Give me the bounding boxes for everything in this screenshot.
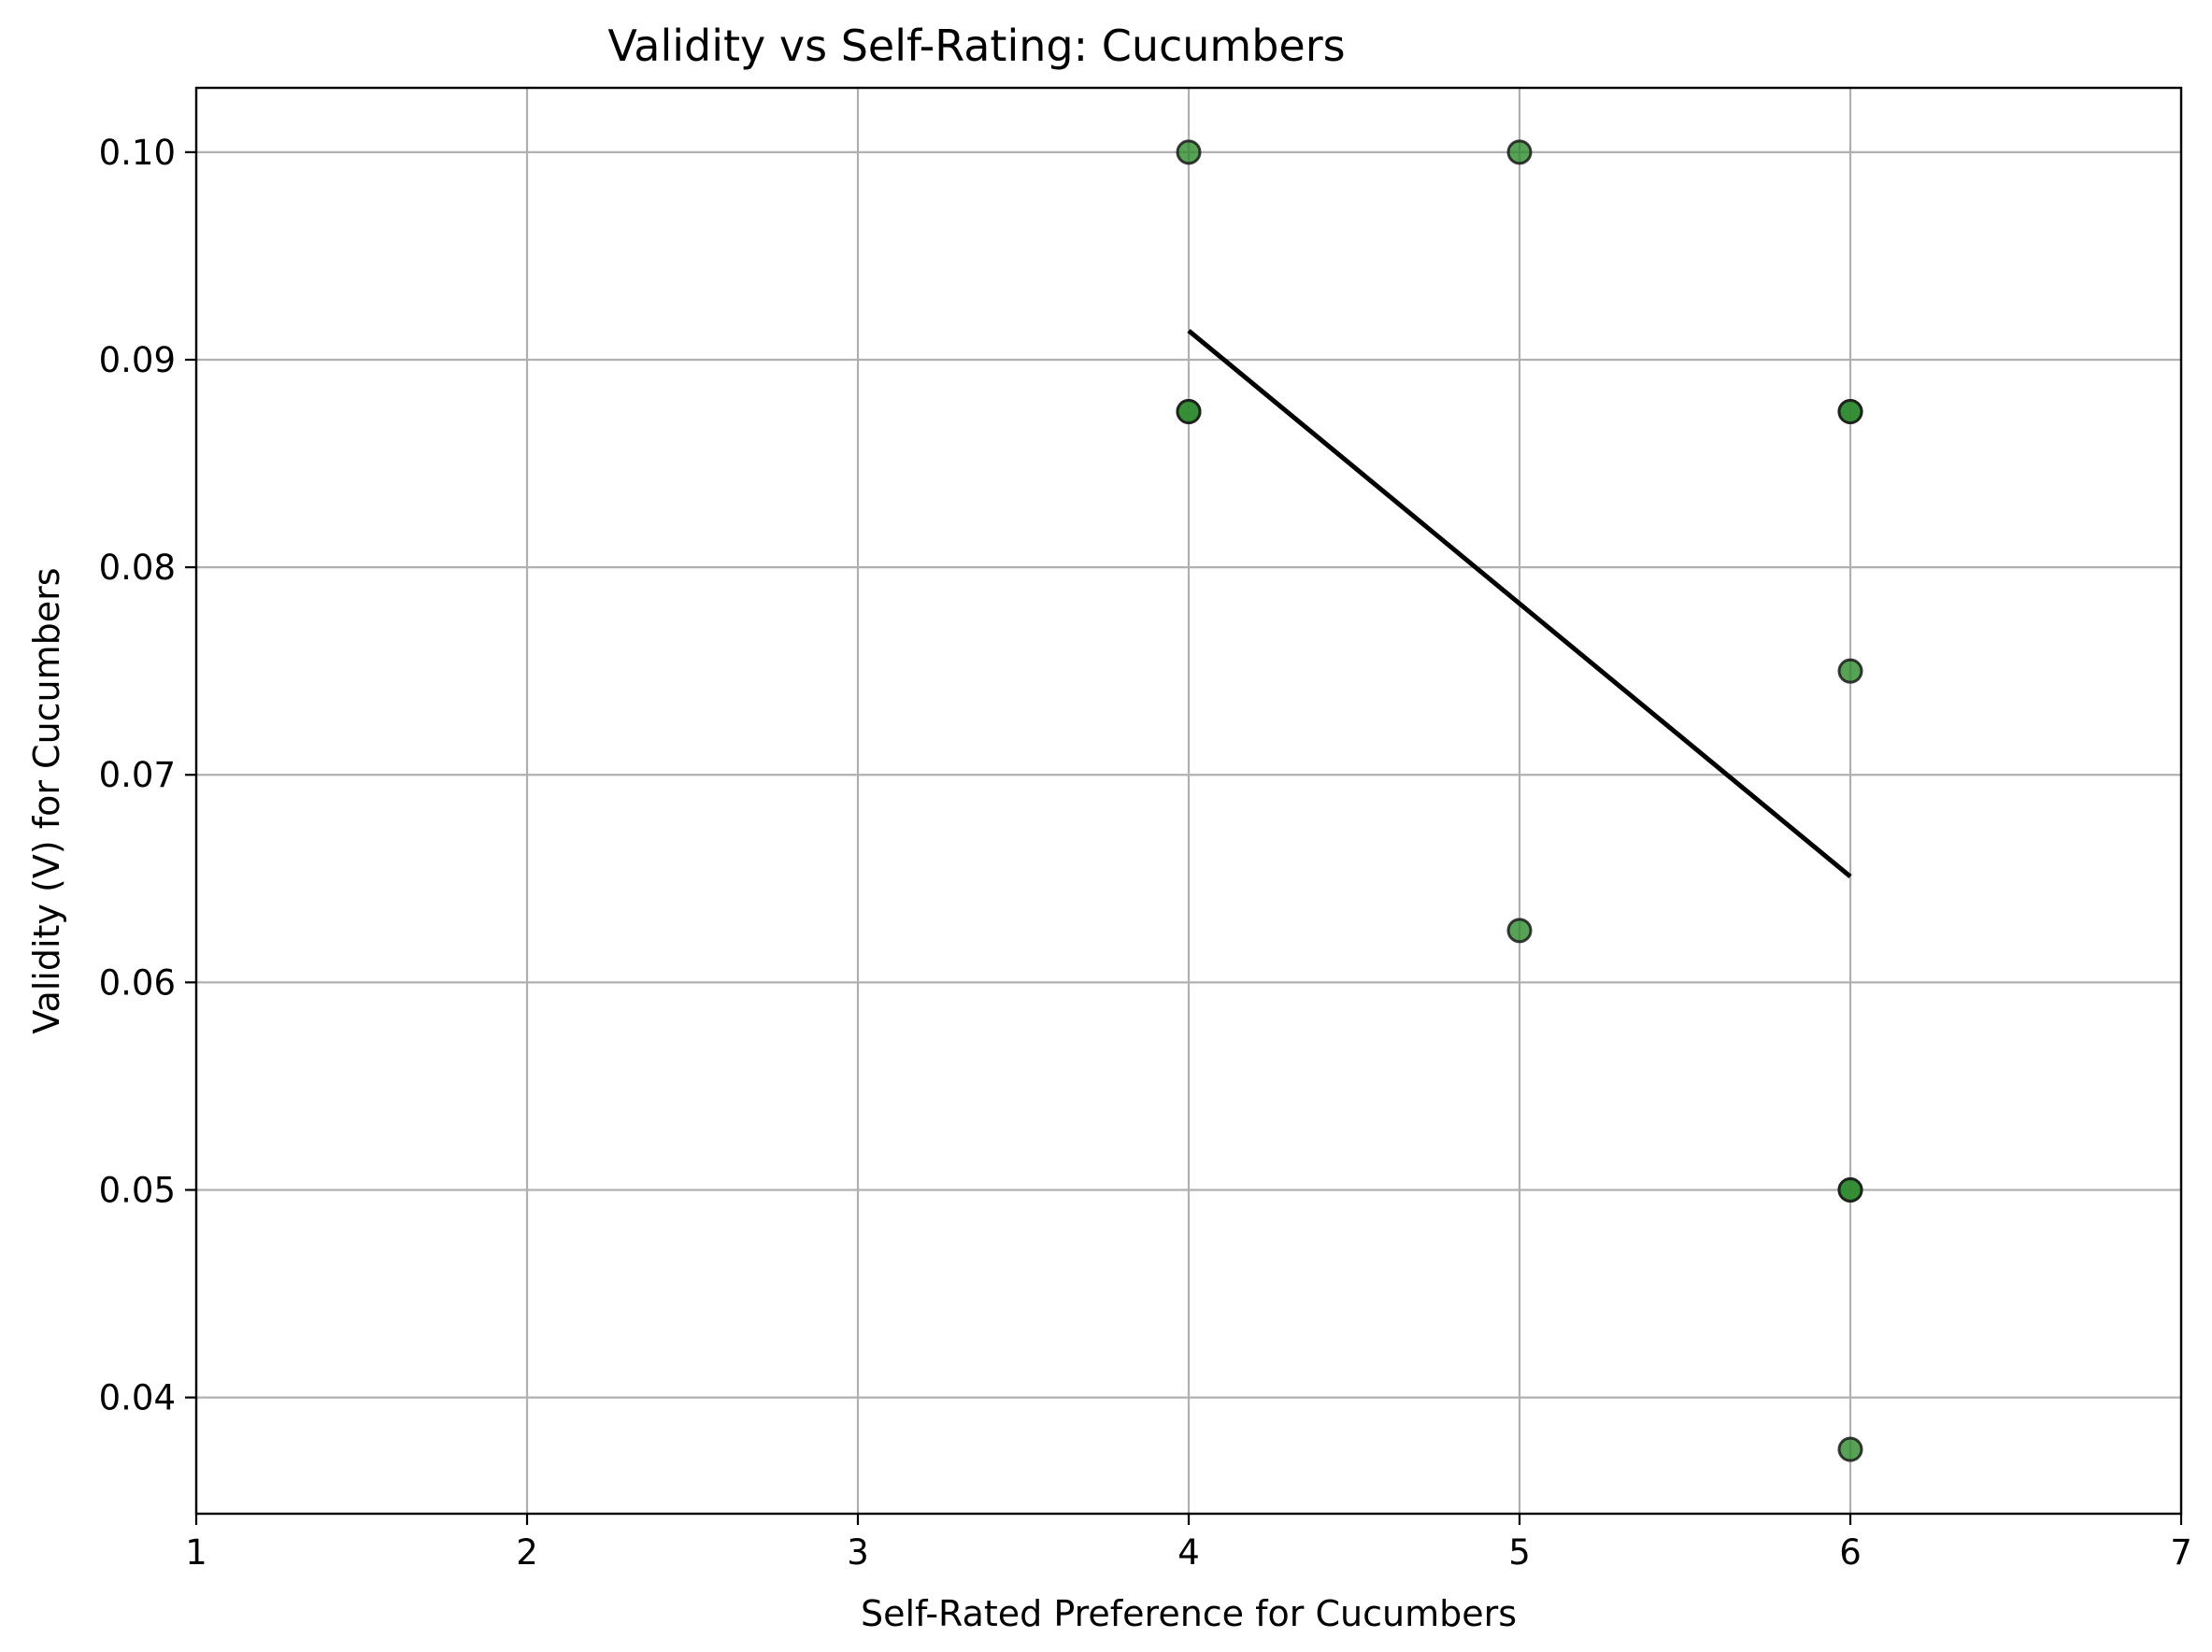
plot-frame	[194, 86, 2183, 1516]
y-tick-label: 0.07	[99, 755, 176, 795]
y-tick-label: 0.04	[99, 1378, 176, 1418]
scatter-point	[1176, 399, 1202, 425]
x-tick-label: 1	[185, 1532, 207, 1573]
axis-tick-labels: 1 2 3 4 5 6 7 0.04 0.05 0.06 0.07 0.08 0.09 0.10	[99, 133, 2192, 1573]
scatter-point	[1837, 1436, 1863, 1462]
y-tick-label: 0.08	[99, 548, 176, 588]
chart-title: Validity vs Self-Rating: Cucumbers	[607, 21, 1345, 71]
trend-line-group	[1187, 328, 1852, 879]
scatter-point	[1837, 399, 1863, 425]
scatter-point	[1837, 658, 1863, 684]
scatter-point	[1506, 139, 1533, 165]
x-tick-label: 4	[1177, 1532, 1200, 1573]
trend-line	[1187, 328, 1852, 879]
x-tick-label: 7	[2170, 1532, 2192, 1573]
x-tick-label: 2	[516, 1532, 538, 1573]
scatter-point	[1176, 139, 1202, 165]
y-tick-label: 0.05	[99, 1170, 176, 1210]
x-tick-label: 6	[1839, 1532, 1862, 1573]
y-tick-label: 0.06	[99, 962, 176, 1003]
scatter-point	[1837, 1176, 1863, 1203]
scatter-point	[1506, 918, 1533, 944]
x-tick-label: 3	[847, 1532, 869, 1573]
y-tick-label: 0.09	[99, 340, 176, 380]
data-points	[1176, 139, 1863, 1462]
y-axis-label: Validity (V) for Cucumbers	[26, 567, 67, 1033]
y-tick-label: 0.10	[99, 133, 176, 173]
x-tick-label: 5	[1508, 1532, 1531, 1573]
x-axis-label: Self-Rated Preference for Cucumbers	[861, 1593, 1517, 1634]
axis-ticks	[185, 150, 2183, 1525]
